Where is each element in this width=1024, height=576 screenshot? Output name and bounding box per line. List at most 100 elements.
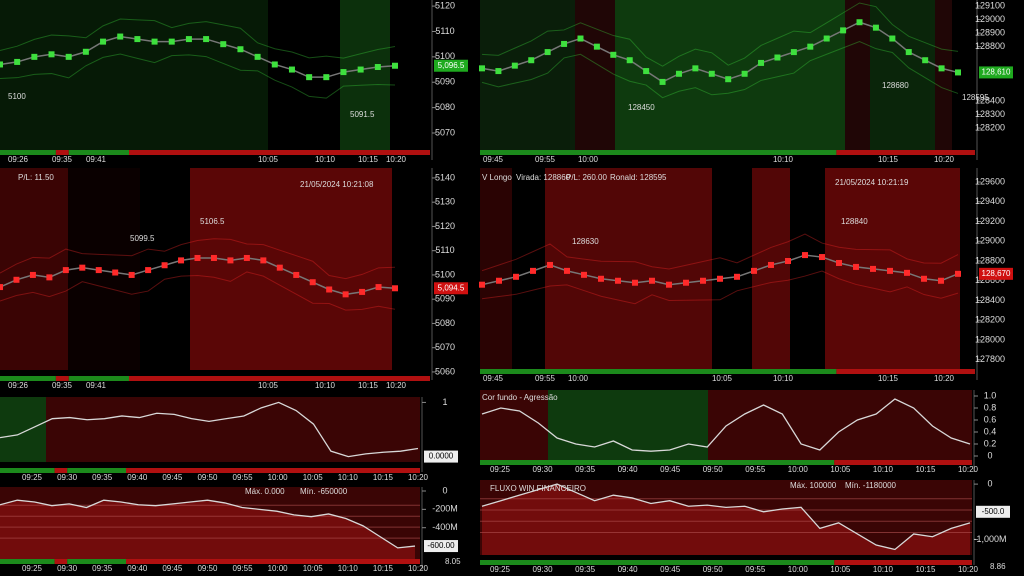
price-block	[725, 76, 732, 83]
y-tick-label: 5130	[435, 197, 455, 207]
time-label: 10:00	[578, 155, 599, 164]
time-strip	[836, 150, 975, 155]
price-block	[872, 24, 879, 31]
time-label: 09:25	[490, 565, 511, 574]
time-label: 10:05	[830, 565, 851, 574]
price-block	[227, 257, 234, 264]
indicator-line	[481, 483, 971, 551]
time-label: 09:55	[535, 155, 556, 164]
time-label: 10:15	[358, 381, 379, 390]
price-block	[392, 285, 398, 292]
band-line	[0, 53, 396, 99]
price-block	[955, 69, 961, 76]
price-block	[276, 264, 283, 271]
panel-shade	[615, 0, 845, 150]
price-block	[271, 61, 278, 68]
y-tick-label: 0.2	[984, 438, 997, 448]
panel: 129600 129400 129200 129000 128800 128600 1284…	[479, 168, 1013, 383]
y-tick-label: 1	[442, 397, 447, 407]
annotation: Mín. -1180000	[845, 481, 897, 490]
price-block	[220, 41, 227, 48]
price-block	[823, 35, 830, 42]
panel-shade	[340, 0, 390, 150]
panel: 5140 5130 5120 5110 5100 5090 5080 5070 5060 5,09…	[0, 168, 468, 390]
price-block	[496, 277, 502, 284]
time-label: 09:30	[533, 465, 554, 474]
y-tick-label: 5110	[435, 26, 454, 36]
price-block	[593, 43, 600, 50]
panel-shade	[190, 168, 392, 370]
y-tick-label: 0	[987, 478, 992, 488]
annotation: FLUXO WIN FINANCEIRO	[490, 484, 586, 493]
y-tick-label: 128200	[975, 122, 1005, 132]
price-block	[134, 36, 141, 43]
annotation: 5091.5	[350, 110, 375, 119]
indicator-line	[0, 499, 416, 549]
panel-shade	[0, 0, 268, 150]
time-strip	[0, 559, 55, 564]
price-block	[374, 64, 381, 71]
price-block	[479, 65, 485, 72]
time-label: 10:20	[934, 374, 955, 383]
price-block	[254, 53, 261, 60]
price-block	[342, 291, 349, 298]
annotation: Máx. 100000	[790, 481, 837, 490]
time-strip	[68, 376, 129, 381]
time-label: 10:05	[258, 381, 279, 390]
price-block	[840, 27, 847, 34]
time-label: 10:10	[315, 381, 336, 390]
price-block	[790, 49, 797, 56]
y-tick-label: 0	[442, 485, 447, 495]
panel: 0 -1,000M -500.0 09:25 09:30 09:35 09:40 09:45 0…	[480, 478, 1010, 574]
panel-shade	[870, 0, 935, 150]
time-label: 09:50	[703, 465, 724, 474]
time-strip	[54, 559, 68, 564]
time-label: 09:30	[57, 473, 78, 482]
price-block	[938, 65, 945, 72]
annotation: 8.86	[990, 562, 1006, 571]
price-block	[700, 277, 706, 284]
price-block	[357, 66, 364, 73]
panel-shade	[708, 390, 972, 462]
time-label: 09:26	[8, 381, 29, 390]
annotation: Ronald: 128595	[610, 173, 667, 182]
price-block	[100, 38, 107, 45]
y-tick-label: 129100	[975, 0, 1005, 10]
price-block	[547, 261, 553, 268]
price-block	[581, 271, 587, 278]
price-block	[544, 49, 551, 56]
band-line	[481, 233, 959, 272]
y-tick-label: 129600	[975, 176, 1005, 186]
price-block	[610, 51, 617, 58]
time-label: 10:10	[873, 465, 894, 474]
y-tick-label: 128300	[975, 109, 1005, 119]
panel: 5120 5110 5100 5090 5080 5070 5,096.5 09:26 09:3…	[0, 0, 468, 164]
time-label: 10:15	[878, 155, 899, 164]
price-block	[323, 74, 330, 81]
y-tick-label: 129000	[975, 14, 1005, 24]
price-block	[293, 271, 300, 278]
time-label: 10:05	[303, 564, 324, 573]
price-block	[13, 276, 20, 283]
price-block	[675, 70, 682, 77]
time-label: 10:10	[338, 473, 359, 482]
price-box	[979, 66, 1013, 79]
time-strip	[129, 150, 430, 155]
time-label: 09:40	[618, 565, 639, 574]
price-block	[194, 254, 201, 261]
price-block	[577, 35, 584, 42]
time-label: 10:10	[873, 565, 894, 574]
y-tick-label: 129000	[975, 236, 1005, 246]
price-block	[511, 62, 518, 69]
time-strip	[67, 559, 126, 564]
time-label: 10:05	[258, 155, 279, 164]
y-tick-label: 0	[987, 450, 992, 460]
price-box	[979, 267, 1013, 280]
panel: 0 -200M -400M -600.00 09:25 09:30 09:35 09:40 09…	[0, 485, 461, 573]
band-line	[481, 2, 959, 67]
time-label: 09:35	[52, 381, 73, 390]
time-label: 09:55	[745, 565, 766, 574]
price-block	[905, 49, 912, 56]
price-block	[708, 70, 715, 77]
price-block	[741, 70, 748, 77]
